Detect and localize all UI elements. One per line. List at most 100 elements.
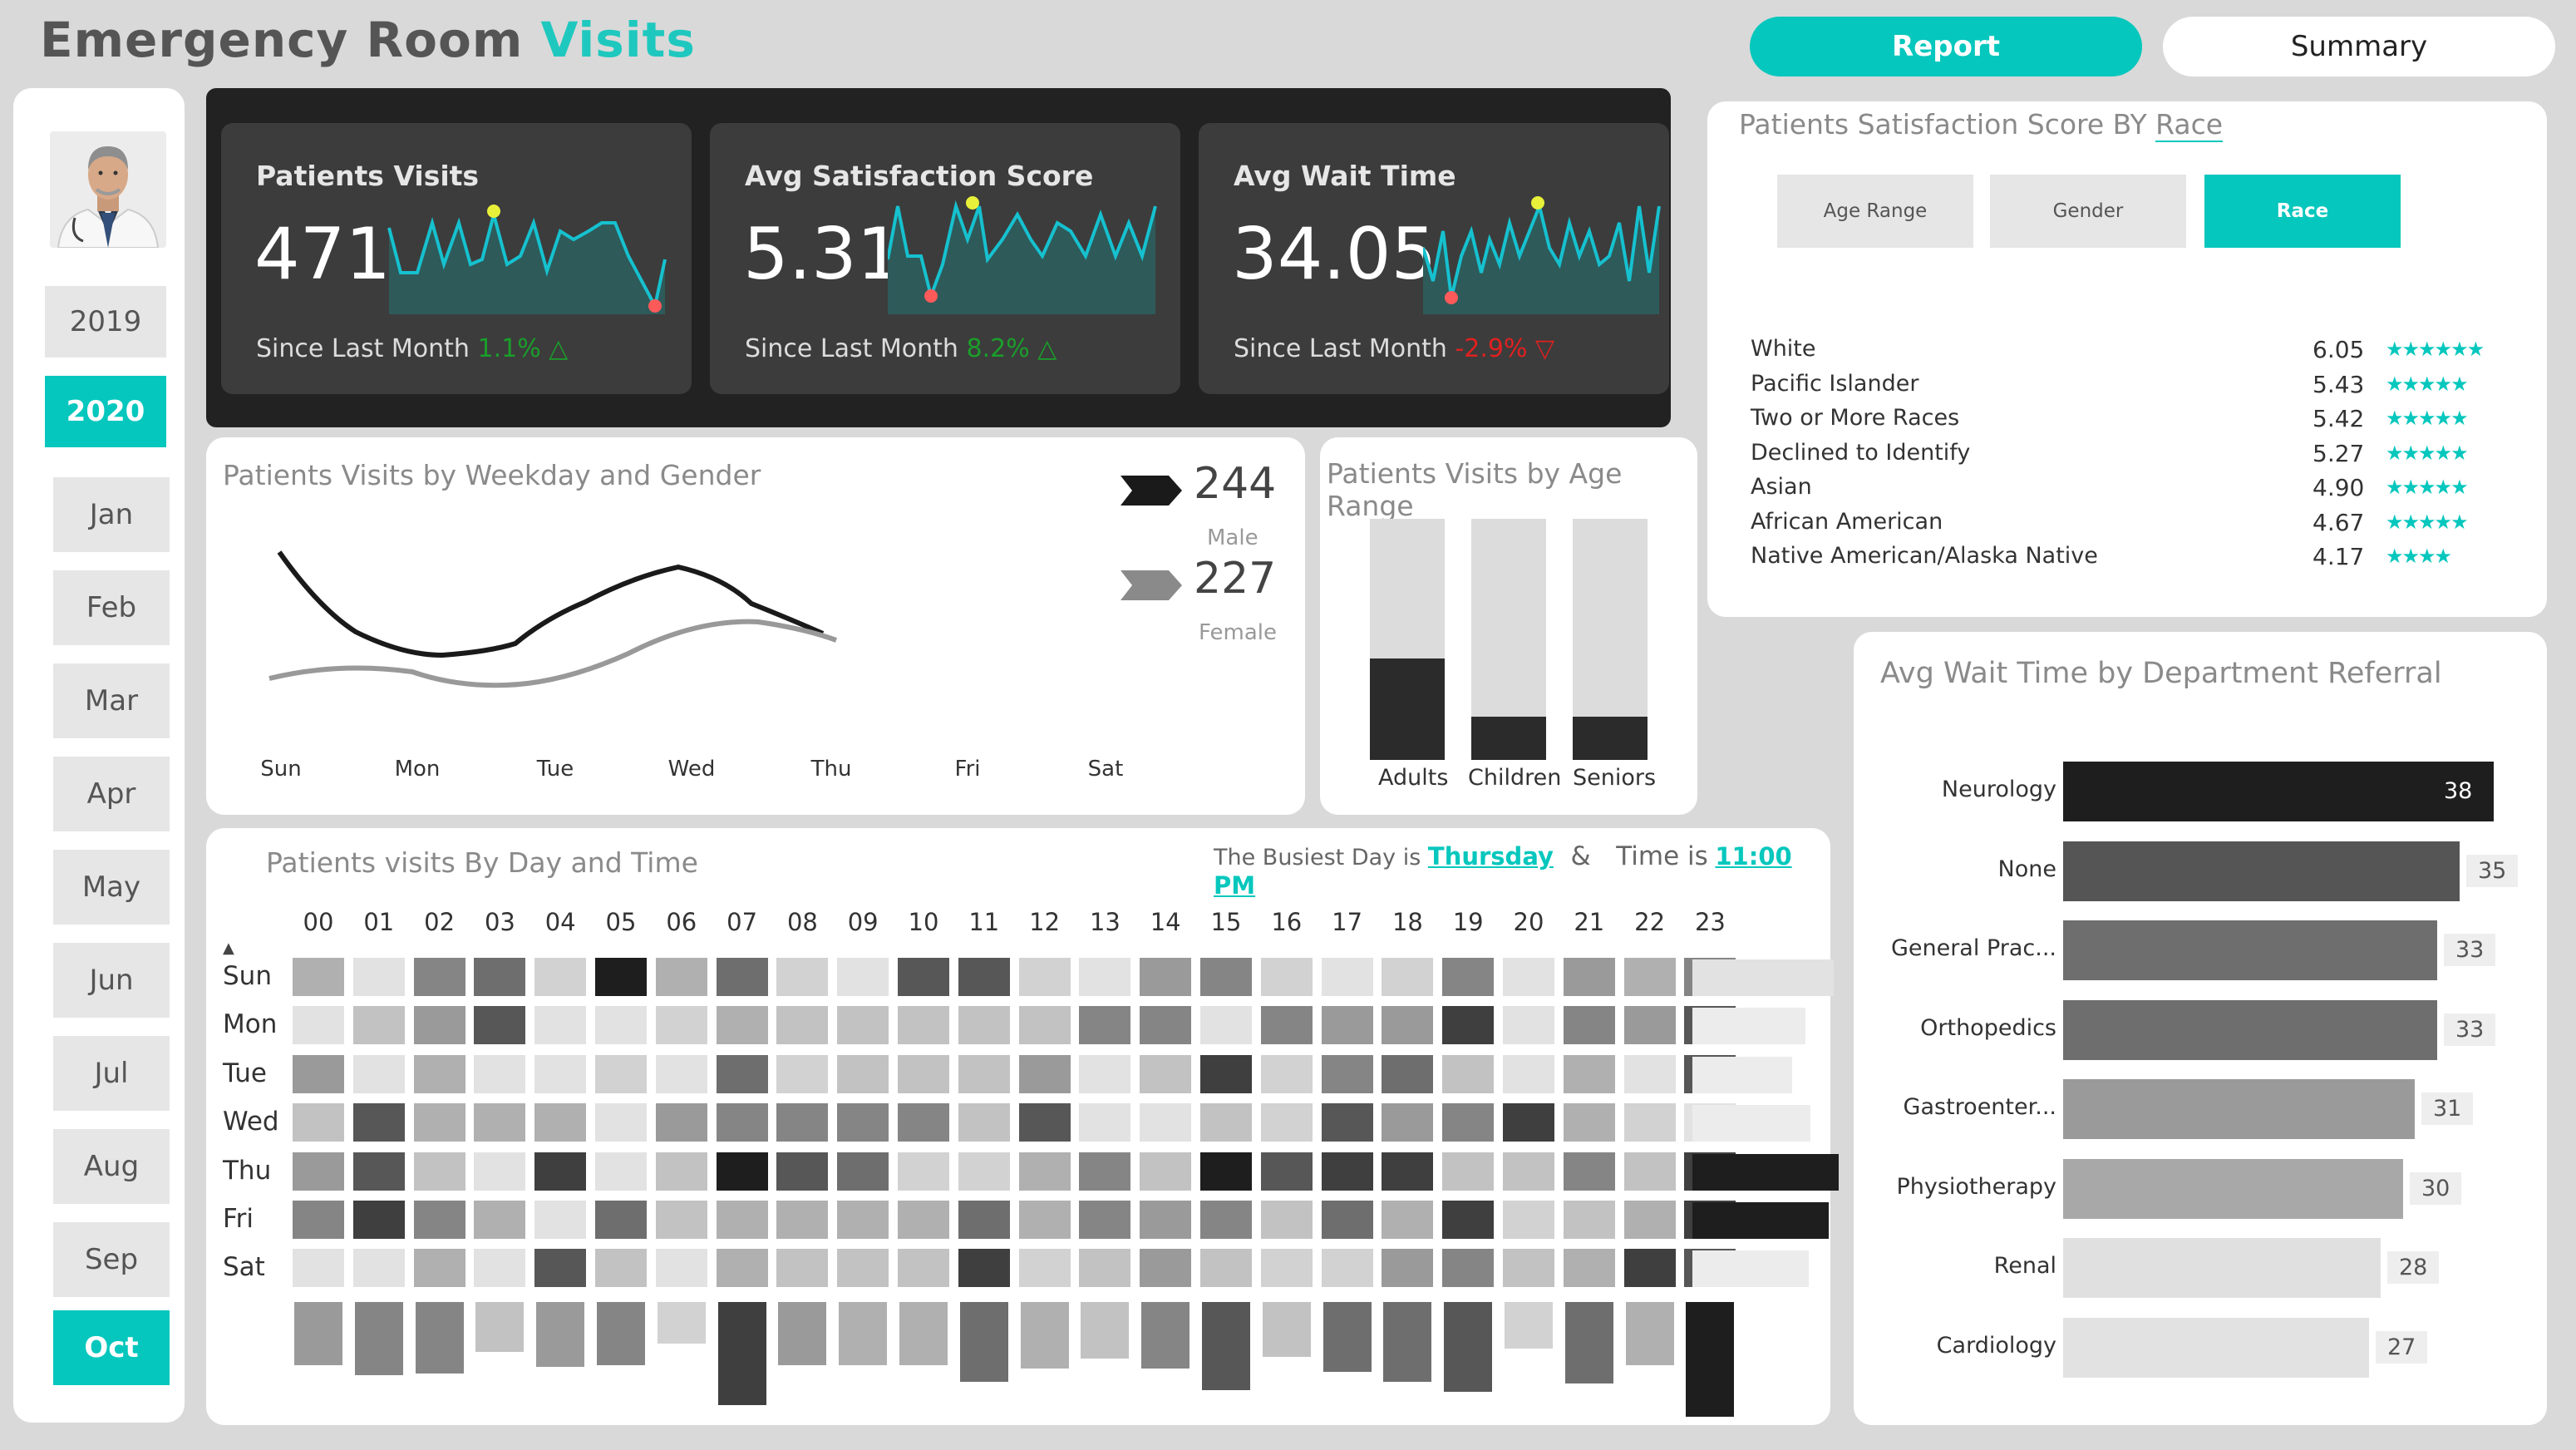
heatmap-cell[interactable]	[1260, 1006, 1313, 1045]
hour-total-bar[interactable]	[1202, 1302, 1250, 1390]
hour-total-bar[interactable]	[1020, 1302, 1069, 1369]
heatmap-cell[interactable]	[1442, 958, 1495, 996]
heatmap-cell[interactable]	[1260, 958, 1313, 996]
day-total-bar[interactable]	[1692, 1056, 1792, 1093]
day-total-bar[interactable]	[1692, 1202, 1829, 1239]
heatmap-cell[interactable]	[655, 958, 707, 996]
heatmap-cell[interactable]	[1260, 1152, 1313, 1191]
heatmap-cell[interactable]	[1563, 1152, 1615, 1191]
heatmap-cell[interactable]	[1321, 1152, 1373, 1191]
hour-total-bar[interactable]	[1505, 1302, 1553, 1349]
heatmap-cell[interactable]	[413, 1201, 465, 1239]
heatmap-cell[interactable]	[1079, 1103, 1131, 1142]
heatmap-cell[interactable]	[534, 1054, 587, 1093]
heatmap-cell[interactable]	[776, 1006, 829, 1045]
month-jun-button[interactable]: Jun	[53, 943, 170, 1018]
heatmap-cell[interactable]	[1260, 1054, 1313, 1093]
heatmap-cell[interactable]	[293, 1054, 344, 1093]
heatmap-cell[interactable]	[1200, 1201, 1252, 1239]
heatmap-cell[interactable]	[474, 1054, 526, 1093]
hour-total-bar[interactable]	[354, 1302, 403, 1375]
heatmap-cell[interactable]	[413, 1006, 465, 1045]
heatmap-cell[interactable]	[352, 1152, 405, 1191]
hour-total-bar[interactable]	[415, 1302, 464, 1374]
heatmap-cell[interactable]	[716, 1201, 768, 1239]
age-bar-fill[interactable]	[1370, 658, 1445, 760]
heatmap-cell[interactable]	[1442, 1249, 1495, 1288]
heatmap-cell[interactable]	[716, 1249, 768, 1288]
heatmap-cell[interactable]	[595, 1201, 647, 1239]
heatmap-cell[interactable]	[1079, 1006, 1131, 1045]
month-may-button[interactable]: May	[53, 850, 170, 925]
heatmap-cell[interactable]	[776, 1201, 829, 1239]
department-bar[interactable]	[2063, 920, 2437, 980]
heatmap-cell[interactable]	[413, 1152, 465, 1191]
heatmap-cell[interactable]	[898, 1249, 949, 1288]
heatmap-cell[interactable]	[534, 1103, 587, 1142]
heatmap-cell[interactable]	[958, 1006, 1010, 1045]
sort-arrow-icon[interactable]: ▲	[223, 940, 234, 957]
hour-total-bar[interactable]	[536, 1302, 585, 1367]
heatmap-cell[interactable]	[776, 958, 829, 996]
heatmap-cell[interactable]	[1140, 958, 1192, 996]
hour-total-bar[interactable]	[1564, 1302, 1613, 1383]
heatmap-cell[interactable]	[1442, 1103, 1495, 1142]
heatmap-cell[interactable]	[958, 1249, 1010, 1288]
hour-total-bar[interactable]	[294, 1302, 342, 1365]
month-jul-button[interactable]: Jul	[53, 1036, 170, 1111]
heatmap-cell[interactable]	[413, 958, 465, 996]
hour-total-bar[interactable]	[1625, 1302, 1674, 1365]
heatmap-cell[interactable]	[898, 1006, 949, 1045]
heatmap-cell[interactable]	[1079, 1152, 1131, 1191]
heatmap-cell[interactable]	[1079, 1201, 1131, 1239]
heatmap-cell[interactable]	[1623, 1103, 1676, 1142]
heatmap-cell[interactable]	[716, 958, 768, 996]
heatmap-cell[interactable]	[1018, 1201, 1071, 1239]
heatmap-cell[interactable]	[1563, 1249, 1615, 1288]
heatmap-cell[interactable]	[534, 1201, 587, 1239]
heatmap-cell[interactable]	[1079, 1054, 1131, 1093]
heatmap-cell[interactable]	[1140, 1249, 1192, 1288]
heatmap-cell[interactable]	[1321, 958, 1373, 996]
heatmap-cell[interactable]	[1018, 1152, 1071, 1191]
heatmap-cell[interactable]	[898, 1201, 949, 1239]
heatmap-cell[interactable]	[655, 1152, 707, 1191]
heatmap-cell[interactable]	[534, 1152, 587, 1191]
hour-total-bar[interactable]	[1081, 1302, 1130, 1359]
heatmap-cell[interactable]	[655, 1006, 707, 1045]
month-sep-button[interactable]: Sep	[53, 1222, 170, 1297]
heatmap-cell[interactable]	[293, 958, 344, 996]
heatmap-cell[interactable]	[837, 1103, 889, 1142]
heatmap-cell[interactable]	[534, 1249, 587, 1288]
heatmap-cell[interactable]	[1503, 1249, 1554, 1288]
heatmap-cell[interactable]	[958, 958, 1010, 996]
hour-total-bar[interactable]	[1383, 1302, 1432, 1382]
heatmap-cell[interactable]	[352, 958, 405, 996]
heatmap-cell[interactable]	[1382, 1152, 1434, 1191]
heatmap-cell[interactable]	[655, 1103, 707, 1142]
month-aug-button[interactable]: Aug	[53, 1129, 170, 1204]
heatmap-cell[interactable]	[655, 1201, 707, 1239]
heatmap-cell[interactable]	[413, 1054, 465, 1093]
heatmap-cell[interactable]	[352, 1103, 405, 1142]
heatmap-cell[interactable]	[1563, 958, 1615, 996]
heatmap-cell[interactable]	[293, 1249, 344, 1288]
hour-total-bar[interactable]	[597, 1302, 645, 1365]
heatmap-cell[interactable]	[1623, 1249, 1676, 1288]
heatmap-cell[interactable]	[1382, 958, 1434, 996]
day-total-bar[interactable]	[1692, 1105, 1810, 1142]
summary-button[interactable]: Summary	[2163, 17, 2555, 76]
year-2019-button[interactable]: 2019	[45, 286, 166, 358]
heatmap-cell[interactable]	[898, 1103, 949, 1142]
heatmap-cell[interactable]	[1623, 958, 1676, 996]
heatmap-cell[interactable]	[293, 1006, 344, 1045]
hour-total-bar[interactable]	[1686, 1302, 1735, 1417]
heatmap-cell[interactable]	[352, 1006, 405, 1045]
heatmap-cell[interactable]	[1260, 1201, 1313, 1239]
heatmap-cell[interactable]	[474, 1006, 526, 1045]
heatmap-cell[interactable]	[1563, 1103, 1615, 1142]
department-bar[interactable]	[2063, 841, 2460, 901]
heatmap-cell[interactable]	[1623, 1054, 1676, 1093]
heatmap-cell[interactable]	[1382, 1201, 1434, 1239]
heatmap-cell[interactable]	[595, 1249, 647, 1288]
